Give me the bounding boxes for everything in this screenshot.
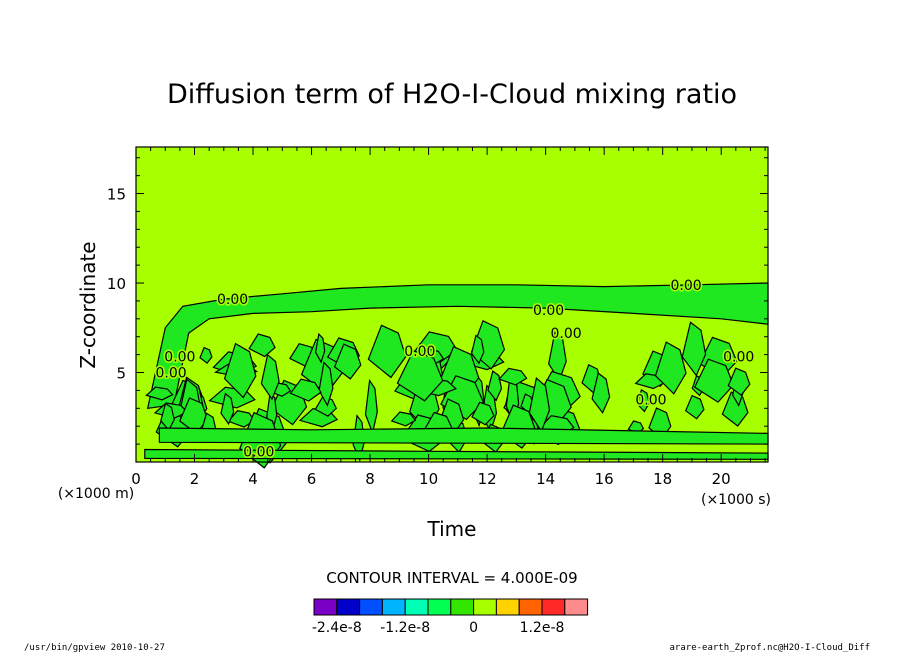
y-tick-label: 5: [116, 365, 126, 383]
colorbar-swatch: [381, 598, 406, 616]
contour-bands: [144, 282, 769, 469]
contour-band: [314, 396, 338, 417]
contour-band: [721, 391, 749, 427]
contour-band: [223, 342, 257, 399]
x-tick-label: 4: [248, 470, 258, 488]
colorbar-label: 0: [469, 620, 478, 636]
x-tick-label: 6: [307, 470, 317, 488]
colorbar-label: -1.2e-8: [380, 620, 430, 636]
contour-label: 0.00: [723, 349, 754, 365]
contour-band: [289, 378, 322, 402]
x-tick-label: 14: [536, 470, 555, 488]
contour-interval-label: CONTOUR INTERVAL = 4.000E-09: [326, 569, 577, 587]
contour-band: [144, 448, 769, 460]
contour-band: [684, 394, 705, 420]
contour-band: [390, 411, 417, 427]
x-tick-label: 16: [595, 470, 614, 488]
contour-label: 0.00: [243, 444, 274, 460]
x-tick-label: 20: [712, 470, 731, 488]
x-tick-label: 12: [478, 470, 497, 488]
colorbar-swatch: [495, 598, 520, 616]
chart-title: Diffusion term of H2O-I-Cloud mixing rat…: [167, 79, 737, 110]
contour-band: [727, 367, 751, 396]
y-axis-unit: (×1000 m): [58, 486, 134, 502]
colorbar-swatch: [518, 598, 543, 616]
colorbar-swatch: [404, 598, 429, 616]
colorbar-swatch: [473, 598, 497, 616]
colorbar-swatch: [313, 598, 338, 616]
contour-band: [318, 361, 334, 407]
contour-band: [498, 367, 528, 386]
contour-label: 0.00: [156, 366, 187, 382]
contour-band: [654, 341, 687, 395]
x-tick-label: 18: [653, 470, 672, 488]
contour-band: [333, 343, 362, 380]
x-tick-label: 8: [365, 470, 375, 488]
colorbar-swatch: [450, 598, 475, 616]
contour-band: [314, 332, 326, 364]
contour-band: [260, 353, 280, 401]
colorbar-swatch: [427, 598, 452, 616]
x-tick-label: 10: [419, 470, 438, 488]
colorbar-swatch: [336, 598, 361, 616]
plot-frame: [135, 146, 769, 463]
contour-band: [199, 346, 213, 364]
footer-left: /usr/bin/gpview 2010-10-27: [24, 643, 165, 653]
contour-label: 0.00: [217, 292, 248, 308]
y-tick-label: 10: [107, 275, 126, 293]
x-axis-unit: (×1000 s): [701, 492, 771, 508]
contour-band: [248, 333, 276, 358]
contour-band: [367, 324, 407, 379]
contour-label: 0.00: [164, 349, 195, 365]
contour-band: [220, 392, 235, 426]
contour-band: [470, 334, 485, 365]
contour-band: [636, 388, 650, 413]
colorbar-label: 1.2e-8: [520, 620, 565, 636]
footer-right: arare-earth_Zprof.nc@H2O-I-Cloud_Diff: [669, 643, 870, 653]
contour-band: [396, 349, 444, 402]
contour-label: 0.00: [670, 278, 701, 294]
contour-label: 0.00: [404, 344, 435, 360]
y-axis-label: Z-coordinate: [76, 241, 100, 368]
contour-band: [681, 321, 707, 377]
contour-label: 0.00: [533, 303, 564, 319]
contour-label-group: 0.000.000.000.000.000.000.00 0.000.000.00: [154, 276, 756, 461]
colorbar-label: -2.4e-8: [312, 620, 362, 636]
contour-band: [528, 376, 551, 433]
x-tick-label: 2: [190, 470, 200, 488]
contour-band: [471, 401, 495, 426]
contour-band: [487, 370, 503, 402]
contour-band: [591, 372, 611, 414]
contour-band: [145, 386, 174, 401]
colorbar-swatch: [359, 598, 383, 616]
y-tick-label: 15: [107, 186, 126, 204]
colorbar-swatch: [564, 598, 589, 616]
contour-label: 0.00: [551, 326, 582, 342]
contour-label: 0.00: [635, 392, 666, 408]
axis-ticks: 0 2 4 6 8 10 12 14 16 18 20 5 10 15: [107, 147, 768, 488]
x-tick-label: 0: [131, 470, 141, 488]
x-axis-label: Time: [427, 517, 477, 541]
colorbar: -2.4e-8 -1.2e-8 0 1.2e-8: [312, 598, 589, 636]
contour-band: [693, 358, 735, 403]
colorbar-swatch: [541, 598, 566, 616]
